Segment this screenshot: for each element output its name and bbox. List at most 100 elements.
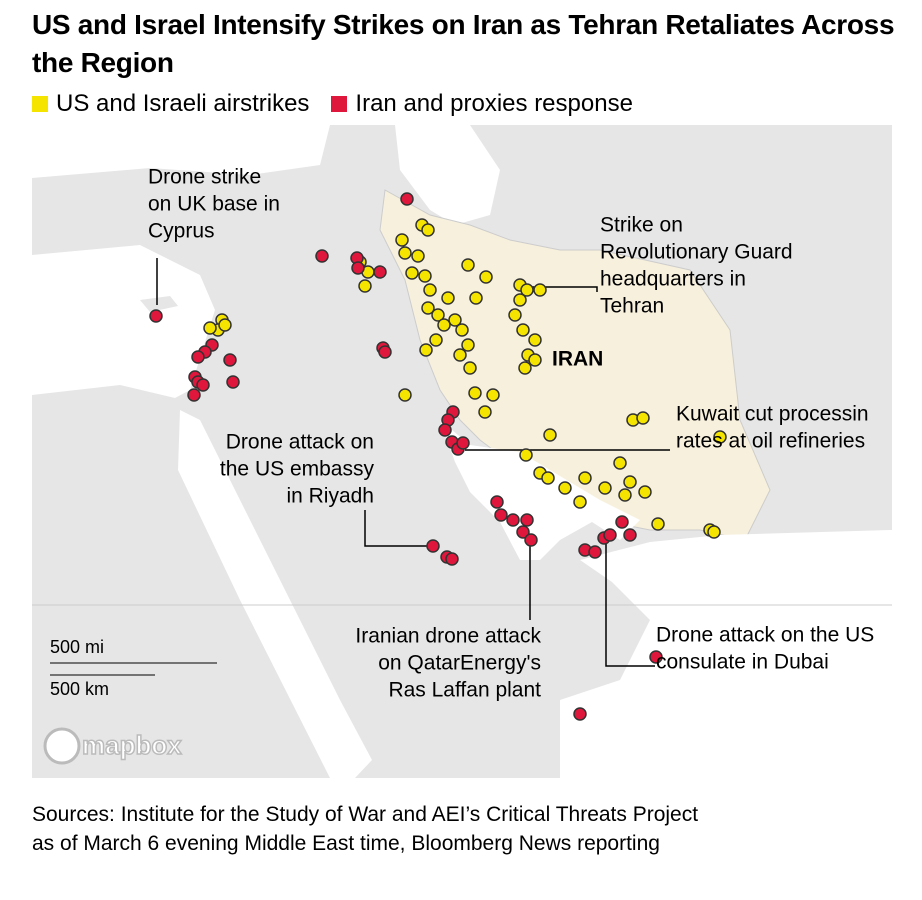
strike-dot [395,233,409,247]
strike-dot [149,309,163,323]
strike-dot [513,293,527,307]
strike-dot [423,283,437,297]
strike-dot [623,528,637,542]
strike-dot [506,513,520,527]
strike-dot [518,361,532,375]
strike-dot [615,515,629,529]
strike-dot [358,279,372,293]
mapbox-logo [43,727,81,765]
strike-dot [533,283,547,297]
persian-gulf [440,420,640,560]
strike-dot [528,333,542,347]
annotation: Cyprus [148,220,215,243]
strike-dot [558,481,572,495]
strike-dot [441,291,455,305]
annotation: Drone attack on [226,431,374,454]
strike-dot [421,301,435,315]
caspian-sea [395,125,500,225]
attribution: mapbox [82,730,182,760]
strike-dot [573,707,587,721]
strike-dot [448,313,462,327]
legend: US and Israeli airstrikes Iran and proxie… [32,90,633,118]
strike-dot [713,430,727,444]
strike-dot [431,308,445,322]
annotation: in Riyadh [286,485,374,508]
strike-dot [351,261,365,275]
annotation: the US embassy [220,458,375,481]
strike-dot [218,318,232,332]
country-label: IRAN [552,348,603,371]
strike-dot [486,388,500,402]
scale-label: 500 mi [50,637,104,657]
strike-dot [578,471,592,485]
sources: Sources: Institute for the Study of War … [32,803,699,855]
map: IRAN Drone strike on UK base in Cyprus Stri… [32,125,892,778]
annotation: on UK base in [148,193,280,216]
strike-dot [588,545,602,559]
strike-dot [461,338,475,352]
annotation: on QatarEnergy's [378,652,541,675]
strike-dot [651,517,665,531]
iran [379,189,771,541]
strike-dot [528,353,542,367]
strike-dot [520,513,534,527]
strike-dot [453,348,467,362]
dots [149,192,727,721]
strike-dot [437,318,451,332]
strike-dot [398,388,412,402]
strike-dot [315,249,329,263]
mediterranean [32,245,215,398]
strike-dot [603,528,617,542]
strike-dot [598,481,612,495]
strike-dot [478,405,492,419]
strike-dot [456,436,470,450]
strike-dot [516,525,530,539]
annotations: Drone strike on UK base in Cyprus Strike on… [148,166,874,702]
strike-dot [405,266,419,280]
strike-dot [429,333,443,347]
legend-swatch [331,96,348,112]
black-sea [32,125,330,178]
arabian-sea [560,530,892,778]
strike-dot [479,270,493,284]
annotation: rates at oil refineries [676,430,865,453]
strike-dot [438,423,452,437]
strike-dot [519,448,533,462]
strike-dot [418,269,432,283]
leader-line [530,286,598,292]
strike-dot [469,291,483,305]
cyprus [140,296,178,312]
strike-dot [187,388,201,402]
strike-dot [445,552,459,566]
strike-dot [373,265,387,279]
strike-dot [623,475,637,489]
strike-dot [196,378,210,392]
legend-label: US and Israeli airstrikes [56,90,310,117]
annotation: Kuwait cut processin [676,403,869,426]
title: US and Israel Intensify Strikes on Iran … [32,9,895,78]
strike-dot [411,249,425,263]
strike-dot [508,308,522,322]
annotation: consulate in Dubai [656,651,829,674]
strike-dot [455,323,469,337]
legend-label: Iran and proxies response [355,90,633,117]
legend-swatch [32,96,48,112]
strike-dot [419,343,433,357]
strike-dot [494,508,508,522]
strike-dot [203,321,217,335]
legend-item: US and Israeli airstrikes [32,90,309,118]
strike-dot [490,495,504,509]
annotation: Ras Laffan plant [388,679,541,702]
strike-dot [543,428,557,442]
strike-dot [223,353,237,367]
strike-dot [516,323,530,337]
leader-lines [156,258,670,667]
annotation: Drone strike [148,166,261,189]
strike-dot [191,350,205,364]
annotation: Strike on [600,214,683,237]
annotation: headquarters in [600,268,746,291]
strike-dot [378,345,392,359]
strike-dot [618,488,632,502]
annotation: Revolutionary Guard [600,241,793,264]
strike-dot [707,525,721,539]
